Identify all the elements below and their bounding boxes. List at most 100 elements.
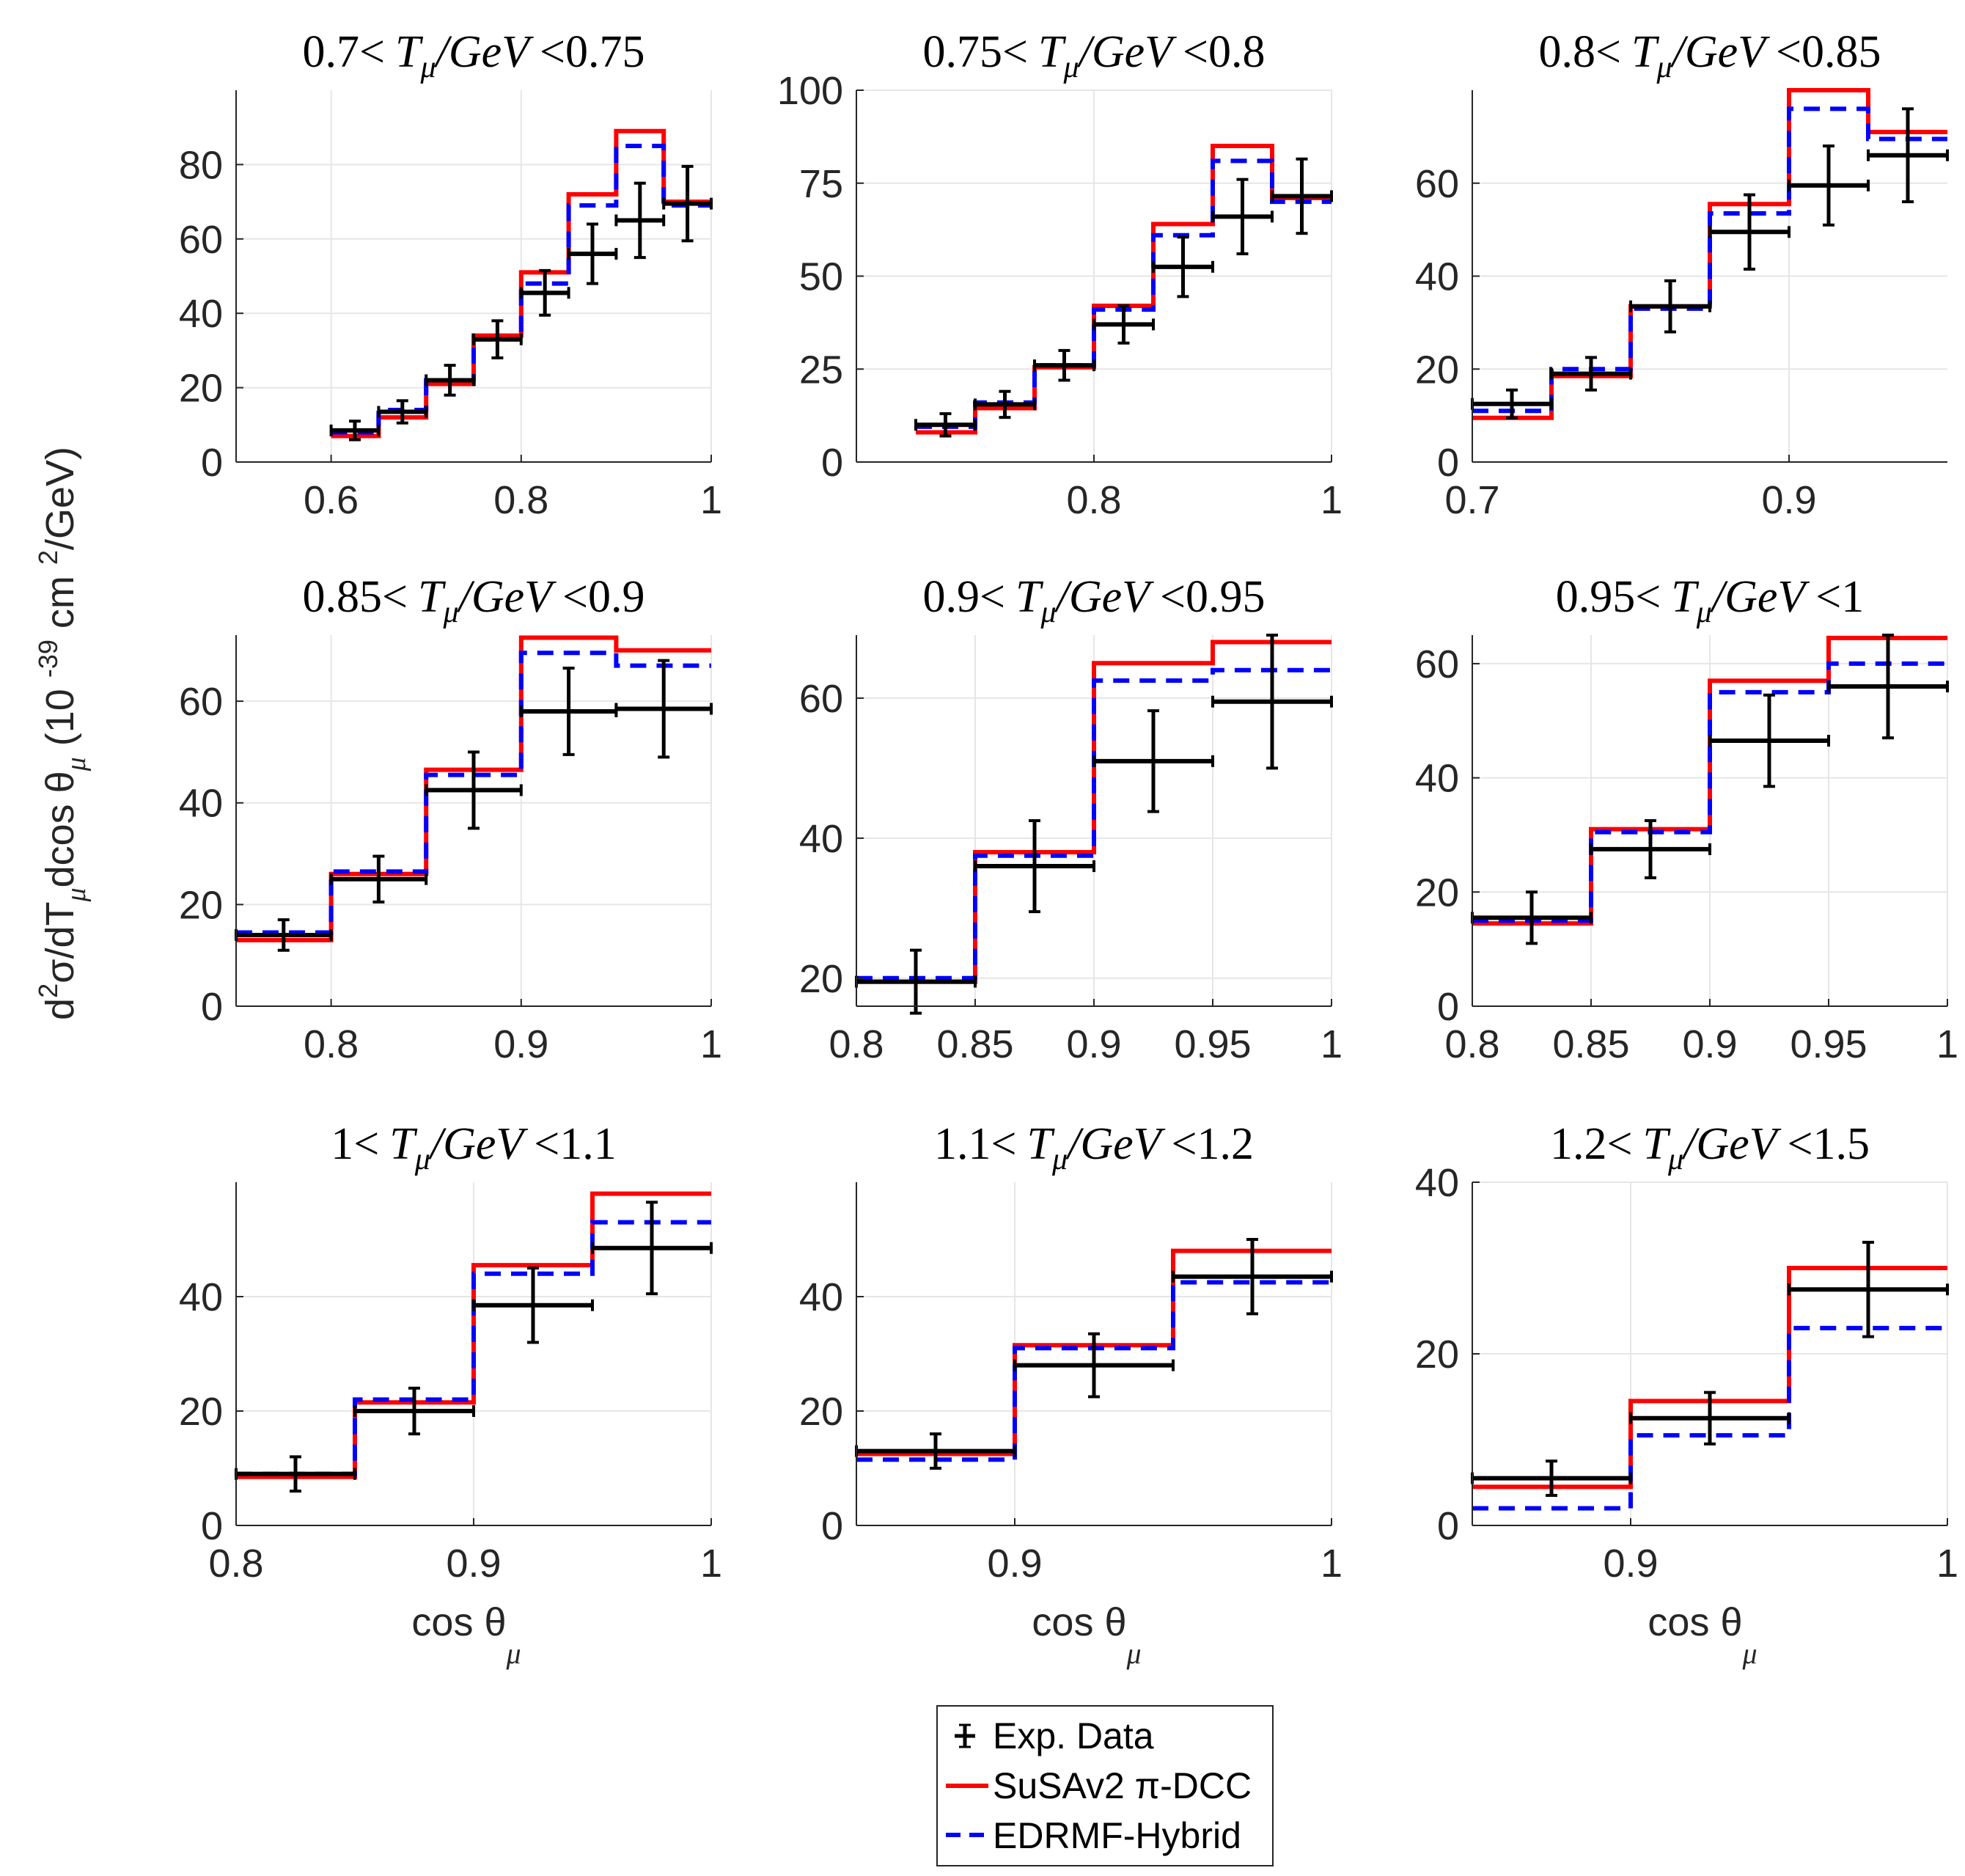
ylabel-sub-mu-2: μ: [61, 757, 92, 772]
title-var: T: [1631, 27, 1660, 77]
panel-title: 0.85< Tμ/GeV <0.9: [303, 572, 645, 629]
title-sub: μ: [420, 51, 436, 84]
title-high: <1.5: [1787, 1119, 1869, 1169]
edrmf-line: [1472, 1325, 1947, 1511]
y-tick-label: 0: [821, 441, 843, 485]
ylabel-units-open: (10: [38, 678, 82, 757]
title-high: <1.1: [534, 1119, 616, 1169]
x-tick-label: 0.95: [1790, 1022, 1867, 1066]
ylabel-dcos: dcos θ: [38, 771, 82, 887]
panel-title: 0.9< Tμ/GeV <0.95: [923, 572, 1266, 629]
title-high: <0.8: [1183, 27, 1265, 77]
data-point: [1629, 279, 1711, 334]
x-tick-label: 0.9: [987, 1542, 1042, 1586]
data-point: [353, 1386, 475, 1436]
title-low: 0.95<: [1556, 572, 1661, 622]
y-tick-label: 40: [179, 1275, 223, 1319]
title-low: 1<: [331, 1119, 379, 1169]
y-tick-label: 0: [1437, 1504, 1459, 1548]
data-point: [1211, 634, 1333, 770]
x-tick-label: 1: [1936, 1022, 1958, 1066]
y-tick-label: 20: [179, 367, 223, 411]
y-tick-label: 40: [799, 817, 843, 861]
panel-3: 0.7 0.9 0 20 40 60 0.8< Tμ/GeV <0.85: [1415, 27, 1949, 522]
y-tick-label: 60: [1415, 162, 1459, 206]
y-axis-label: d2σ/dTμdcos θμ (10 -39 cm 2/GeV): [33, 447, 92, 1020]
y-tick-label: 75: [799, 162, 843, 206]
data-point: [1867, 107, 1949, 204]
title-unit: /GeV: [457, 572, 557, 622]
xlabel-cos-theta: cos θ: [1648, 1600, 1742, 1644]
title-high: <1.2: [1171, 1119, 1253, 1169]
data-point: [1590, 819, 1711, 879]
legend-label-edrmf: EDRMF-Hybrid: [993, 1815, 1241, 1856]
x-tick-label: 1: [1936, 1542, 1958, 1586]
title-var: T: [389, 1119, 418, 1169]
title-sub: μ: [443, 596, 459, 629]
title-var: T: [1643, 1119, 1672, 1169]
x-tick-label: 0.9: [1603, 1542, 1658, 1586]
title-var: T: [395, 27, 424, 77]
title-var: T: [1038, 27, 1067, 77]
title-unit: /GeV: [1065, 1119, 1166, 1169]
title-high: <0.95: [1160, 572, 1265, 622]
title-high: <0.85: [1776, 27, 1881, 77]
title-low: 0.75<: [923, 27, 1028, 77]
panel-title: 0.8< Tμ/GeV <0.85: [1539, 27, 1881, 84]
y-tick-label: 80: [179, 143, 223, 187]
ylabel-exponent: -39: [33, 640, 63, 678]
xlabel-cos-theta: cos θ: [1032, 1600, 1126, 1644]
title-var: T: [1015, 572, 1044, 622]
panel-5: 0.8 0.85 0.9 0.95 1 20 40 60 0.9< Tμ/GeV <0.95: [799, 572, 1343, 1066]
edrmf-line: [1472, 661, 1947, 923]
x-tick-label: 0.8: [829, 1022, 884, 1066]
y-tick-label: 20: [179, 1390, 223, 1434]
plot-area: [236, 90, 711, 462]
x-tick-label: 0.85: [1552, 1022, 1629, 1066]
data-point: [519, 268, 570, 317]
title-var: T: [1671, 572, 1700, 622]
data-point: [472, 319, 523, 360]
x-tick-label: 0.8: [493, 478, 548, 522]
x-tick-label: 0.9: [493, 1022, 548, 1066]
y-tick-label: 20: [1415, 348, 1459, 392]
y-tick-label: 40: [799, 1275, 843, 1319]
data-point: [614, 181, 666, 260]
y-tick-label: 100: [777, 69, 843, 113]
ylabel-d: d: [38, 998, 82, 1020]
x-tick-label: 1: [1321, 478, 1343, 522]
x-tick-label: 0.9: [446, 1542, 501, 1586]
data-point: [1788, 1240, 1949, 1338]
data-point: [472, 1267, 594, 1344]
data-point: [329, 854, 428, 904]
title-high: <0.75: [540, 27, 644, 77]
data-point: [1211, 177, 1274, 256]
panel-4: 0.8 0.9 1 0 20 40 60 0.85< Tμ/GeV <0.9: [179, 572, 722, 1066]
data-point: [974, 819, 1095, 914]
y-tick-label: 40: [1415, 1161, 1459, 1205]
x-tick-label: 0.6: [304, 478, 359, 522]
data-point: [1013, 1332, 1175, 1399]
xlabel-cos-theta: cos θ: [411, 1600, 506, 1644]
ylabel-sup-2: 2: [33, 983, 63, 998]
title-low: 0.8<: [1539, 27, 1621, 77]
panel-title: 0.7< Tμ/GeV <0.75: [303, 27, 645, 84]
legend: Exp. Data SuSAv2 π-DCC EDRMF-Hybrid: [936, 1705, 1274, 1866]
title-low: 0.7<: [303, 27, 385, 77]
y-tick-label: 40: [1415, 255, 1459, 299]
x-tick-label: 1: [700, 1542, 722, 1586]
edrmf-line: [856, 667, 1332, 981]
x-tick-label: 0.9: [1682, 1022, 1737, 1066]
title-sub: μ: [1063, 51, 1079, 84]
data-point: [425, 750, 523, 830]
data-point: [614, 659, 713, 759]
data-point: [329, 419, 381, 441]
x-axis-label: cos θμ: [1648, 1600, 1757, 1670]
y-tick-label: 50: [799, 255, 843, 299]
y-tick-label: 20: [1415, 871, 1459, 915]
y-tick-label: 20: [799, 957, 843, 1001]
panel-title: 1< Tμ/GeV <1.1: [331, 1119, 616, 1176]
